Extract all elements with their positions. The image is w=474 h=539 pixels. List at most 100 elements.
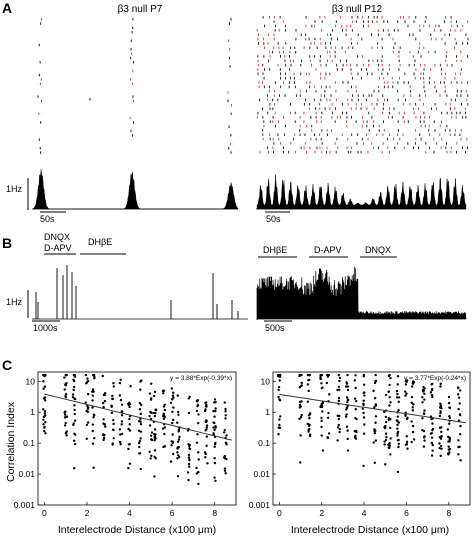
- data-point: [85, 423, 89, 427]
- data-point: [119, 398, 123, 402]
- data-point: [197, 458, 200, 461]
- x-tick-label: 0: [277, 508, 282, 518]
- data-point: [421, 401, 424, 404]
- data-point: [162, 414, 165, 417]
- data-point: [362, 399, 365, 402]
- c-right-equation: y = 3.77*Exp(-0.24*x): [404, 375, 466, 382]
- data-point: [213, 445, 216, 448]
- data-point: [128, 417, 131, 421]
- data-point: [346, 398, 349, 402]
- data-point: [431, 422, 434, 425]
- data-point: [102, 393, 106, 397]
- data-point: [223, 457, 227, 460]
- data-point: [118, 428, 122, 431]
- data-point: [91, 373, 95, 377]
- data-point: [307, 389, 310, 393]
- data-point: [120, 403, 124, 406]
- data-point: [188, 459, 191, 462]
- data-point: [337, 373, 341, 377]
- data-point: [111, 394, 114, 398]
- data-point: [43, 412, 47, 415]
- data-point: [212, 410, 215, 413]
- a-right-title: β3 null P12: [332, 4, 383, 15]
- data-point: [111, 443, 114, 446]
- data-point: [86, 377, 89, 380]
- data-point: [422, 436, 426, 439]
- data-point: [411, 424, 415, 428]
- data-point: [176, 475, 180, 478]
- data-point: [177, 438, 181, 441]
- data-point: [327, 432, 331, 435]
- data-point: [72, 373, 76, 377]
- data-point: [406, 447, 409, 450]
- data-point: [65, 434, 68, 437]
- data-point: [195, 466, 198, 470]
- data-point: [42, 387, 45, 390]
- data-point: [120, 420, 124, 423]
- data-point: [321, 449, 325, 452]
- data-point: [439, 402, 442, 405]
- data-point: [204, 429, 207, 432]
- data-point: [338, 379, 341, 383]
- data-point: [346, 400, 349, 404]
- data-point: [345, 396, 349, 399]
- data-point: [204, 408, 207, 411]
- data-point: [429, 391, 433, 394]
- data-point: [431, 395, 434, 399]
- data-point: [176, 421, 179, 424]
- data-point: [298, 386, 302, 389]
- x-tick-label: 2: [85, 508, 90, 518]
- data-point: [457, 386, 460, 389]
- data-point: [213, 476, 216, 479]
- data-point: [112, 437, 115, 440]
- panel-label-a: A: [2, 0, 12, 16]
- data-point: [42, 418, 45, 421]
- data-point: [395, 389, 399, 393]
- data-point: [177, 428, 181, 432]
- data-point: [73, 432, 76, 436]
- data-point: [388, 395, 391, 399]
- data-point: [345, 381, 348, 384]
- data-point: [353, 397, 357, 400]
- data-point: [405, 435, 408, 438]
- data-point: [118, 440, 122, 444]
- data-point: [149, 398, 153, 401]
- data-point: [187, 453, 191, 457]
- data-point: [459, 389, 462, 392]
- data-point: [102, 405, 105, 409]
- data-point: [337, 423, 340, 427]
- y-tick-label: 1: [265, 407, 270, 417]
- data-point: [73, 408, 76, 412]
- data-point: [431, 427, 435, 431]
- data-point: [362, 375, 366, 378]
- data-point: [213, 442, 217, 446]
- data-point: [338, 427, 342, 431]
- data-point: [338, 376, 342, 380]
- data-point: [112, 382, 115, 385]
- data-point: [118, 381, 122, 385]
- data-point: [91, 388, 95, 391]
- data-point: [374, 373, 377, 377]
- data-point: [169, 460, 173, 463]
- data-point: [412, 380, 415, 383]
- b-right-time-scale-label: 500s: [265, 323, 285, 333]
- data-point: [44, 374, 47, 377]
- data-point: [300, 400, 303, 403]
- data-point: [42, 373, 45, 377]
- data-point: [162, 417, 166, 420]
- x-tick-label: 0: [42, 508, 47, 518]
- data-point: [327, 411, 330, 415]
- data-point: [430, 387, 434, 391]
- data-point: [456, 393, 460, 396]
- data-point: [204, 455, 207, 459]
- b-left-drug-dhbe: DHβE: [88, 237, 112, 247]
- data-point: [338, 430, 341, 434]
- data-point: [195, 472, 199, 475]
- data-point: [345, 425, 349, 428]
- data-point: [384, 463, 387, 466]
- data-point: [42, 380, 45, 383]
- data-point: [298, 403, 302, 406]
- data-point: [139, 412, 142, 415]
- data-point: [384, 432, 388, 435]
- data-point: [71, 393, 75, 396]
